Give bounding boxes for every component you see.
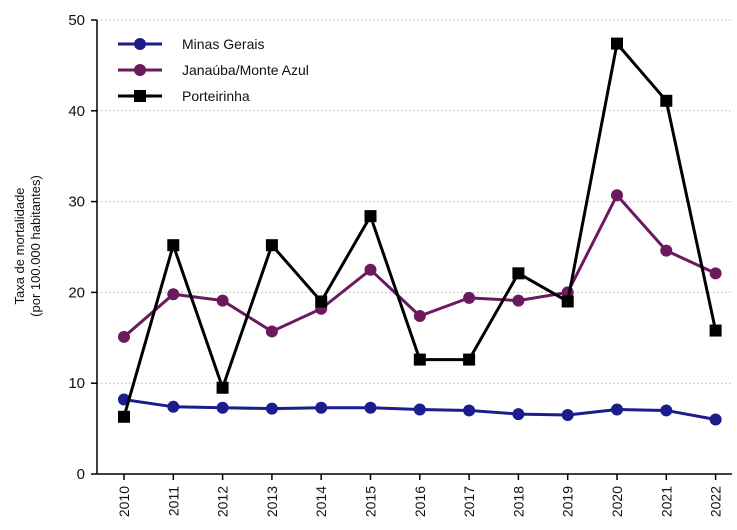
data-point-square [134, 90, 146, 102]
legend-label: Minas Gerais [182, 36, 264, 52]
legend-label: Janaúba/Monte Azul [182, 62, 309, 78]
y-axis-title-line1: Taxa de mortalidade [12, 187, 27, 304]
axes: 0 10 20 30 40 50 2010 2011 2012 2013 2014 2015 2016 2… [68, 12, 732, 517]
data-point-square [216, 381, 229, 394]
data-point-circle [413, 310, 426, 323]
legend-item: Porteirinha [118, 88, 250, 104]
x-tick-label: 2012 [215, 486, 231, 517]
legend-label: Porteirinha [182, 88, 250, 104]
data-point-circle [167, 400, 180, 413]
y-tick-label: 30 [68, 194, 85, 211]
data-point-circle [463, 291, 476, 304]
data-point-circle [463, 404, 476, 417]
x-tick-label: 2018 [510, 486, 526, 517]
series-group [118, 37, 722, 426]
data-point-circle [167, 288, 180, 301]
data-point-square [512, 267, 525, 280]
data-point-circle [611, 189, 623, 202]
x-tick-label: 2016 [412, 486, 428, 517]
data-point-circle [413, 403, 426, 416]
data-point-circle [709, 413, 722, 426]
y-axis-title-line2: (por 100.000 habitantes) [28, 175, 43, 317]
y-tick-label: 20 [68, 284, 85, 301]
data-point-circle [561, 408, 574, 421]
data-point-square [265, 239, 278, 252]
y-tick-label: 40 [68, 103, 85, 120]
data-point-circle [512, 408, 525, 421]
x-tick-label: 2021 [658, 486, 674, 517]
data-point-square [413, 353, 426, 366]
legend-item: Minas Gerais [118, 36, 264, 52]
x-tick-label: 2011 [165, 486, 181, 516]
x-tick-label: 2017 [461, 486, 477, 517]
data-point-square [118, 410, 130, 423]
data-point-circle [134, 38, 146, 50]
data-point-circle [709, 267, 722, 280]
data-point-square [561, 295, 574, 308]
data-point-circle [364, 401, 377, 414]
data-point-square [167, 239, 180, 252]
series-minas-gerais [118, 393, 722, 426]
data-point-square [463, 353, 476, 366]
data-point-circle [216, 401, 229, 414]
data-point-circle [512, 294, 525, 307]
data-point-circle [216, 294, 229, 307]
data-point-square [364, 210, 377, 223]
data-point-circle [118, 330, 130, 343]
data-point-circle [611, 403, 623, 416]
data-point-circle [265, 325, 278, 338]
data-point-circle [660, 244, 673, 257]
data-point-circle [265, 402, 278, 415]
data-point-circle [315, 401, 328, 414]
y-tick-label: 10 [68, 375, 85, 392]
x-tick-label: 2019 [560, 486, 576, 517]
y-tick-label: 0 [77, 466, 85, 483]
data-point-circle [364, 263, 377, 276]
x-tick-label: 2013 [264, 486, 280, 517]
data-point-square [611, 37, 623, 50]
data-point-square [660, 94, 673, 107]
data-point-circle [134, 64, 146, 76]
series-porteirinha [118, 37, 722, 423]
series-jana-ba-monte-azul [118, 189, 722, 343]
gridlines [97, 19, 732, 384]
x-tick-label: 2014 [313, 486, 329, 517]
x-tick-label: 2010 [116, 486, 132, 517]
data-point-circle [660, 404, 673, 417]
legend-item: Janaúba/Monte Azul [118, 62, 309, 78]
y-tick-label: 50 [68, 12, 85, 29]
x-tick-label: 2022 [708, 486, 724, 517]
x-tick-label: 2020 [609, 486, 625, 517]
data-point-square [709, 324, 722, 337]
legend: Minas Gerais Janaúba/Monte Azul Porteirinh… [118, 36, 309, 104]
x-tick-label: 2015 [363, 486, 379, 517]
data-point-square [315, 295, 328, 308]
